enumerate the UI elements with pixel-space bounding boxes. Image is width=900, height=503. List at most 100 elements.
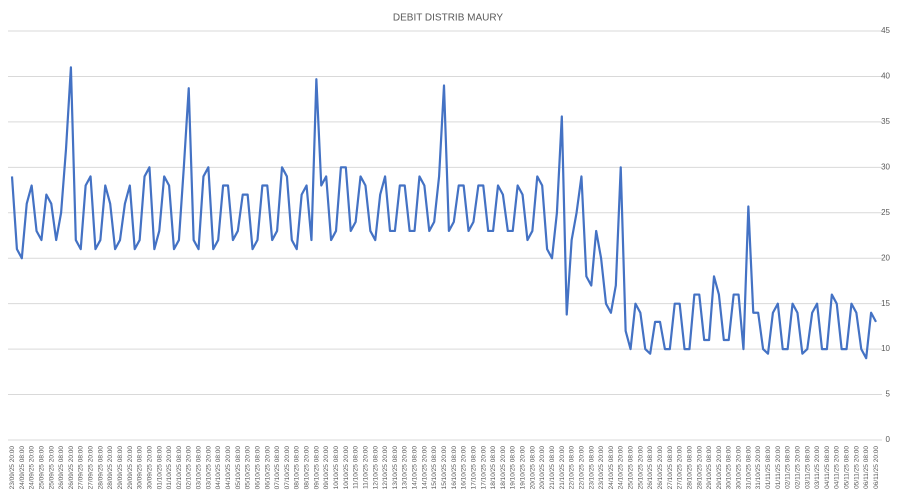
x-tick-label: 26/10/25 08:00	[647, 446, 654, 490]
x-tick-label: 27/09/25 08:00	[78, 446, 85, 490]
x-tick-label: 09/10/25 20:00	[323, 446, 330, 490]
x-tick-label: 15/10/25 20:00	[441, 446, 448, 490]
x-tick-label: 01/10/25 20:00	[166, 446, 173, 490]
x-tick-label: 31/10/25 08:00	[745, 446, 752, 490]
x-tick-label: 14/10/25 08:00	[412, 446, 419, 490]
y-tick-label: 5	[886, 390, 891, 399]
x-tick-label: 17/10/25 08:00	[470, 446, 477, 490]
x-tick-label: 26/10/25 20:00	[657, 446, 664, 490]
x-tick-label: 29/10/25 08:00	[706, 446, 713, 490]
x-tick-label: 03/10/25 08:00	[196, 446, 203, 490]
x-tick-label: 08/10/25 08:00	[294, 446, 301, 490]
x-tick-label: 04/11/25 20:00	[834, 446, 841, 489]
x-tick-label: 18/10/25 20:00	[500, 446, 507, 490]
x-tick-label: 16/10/25 08:00	[451, 446, 458, 490]
x-tick-label: 08/10/25 20:00	[304, 446, 311, 490]
y-tick-label: 25	[881, 208, 890, 217]
x-tick-label: 22/10/25 08:00	[569, 446, 576, 490]
y-tick-label: 30	[881, 162, 890, 171]
x-tick-label: 05/11/25 20:00	[853, 446, 860, 489]
x-tick-label: 29/09/25 08:00	[117, 446, 124, 490]
x-tick-label: 06/11/25 08:00	[863, 446, 870, 489]
x-tick-label: 14/10/25 20:00	[421, 446, 428, 490]
x-tick-label: 07/10/25 20:00	[284, 446, 291, 490]
x-tick-label: 12/10/25 20:00	[382, 446, 389, 490]
x-tick-label: 23/10/25 20:00	[598, 446, 605, 490]
x-tick-label: 30/09/25 08:00	[137, 446, 144, 490]
x-tick-label: 17/10/25 20:00	[480, 446, 487, 490]
y-tick-label: 10	[881, 344, 890, 353]
x-tick-label: 24/10/25 20:00	[618, 446, 625, 490]
x-tick-label: 05/11/25 08:00	[844, 446, 851, 489]
x-tick-label: 28/09/25 08:00	[97, 446, 104, 490]
x-tick-label: 24/10/25 08:00	[608, 446, 615, 490]
y-tick-label: 15	[881, 299, 890, 308]
x-tick-label: 04/10/25 20:00	[225, 446, 232, 490]
x-tick-label: 04/11/25 08:00	[824, 446, 831, 489]
x-tick-label: 02/10/25 08:00	[176, 446, 183, 490]
x-tick-label: 05/10/25 20:00	[245, 446, 252, 490]
x-tick-label: 30/10/25 08:00	[726, 446, 733, 490]
x-tick-label: 28/09/25 20:00	[107, 446, 114, 490]
x-tick-label: 29/09/25 20:00	[127, 446, 134, 490]
x-tick-label: 30/09/25 20:00	[146, 446, 153, 490]
x-tick-label: 03/11/25 08:00	[804, 446, 811, 489]
chart-title: DEBIT DISTRIB MAURY	[393, 13, 504, 24]
x-tick-label: 01/10/25 08:00	[156, 446, 163, 490]
x-tick-label: 06/10/25 20:00	[264, 446, 271, 490]
x-tick-label: 27/10/25 20:00	[677, 446, 684, 490]
x-tick-label: 28/10/25 08:00	[686, 446, 693, 490]
x-tick-label: 25/09/25 20:00	[48, 446, 55, 490]
x-tick-label: 25/09/25 08:00	[38, 446, 45, 490]
x-tick-label: 02/11/25 20:00	[794, 446, 801, 489]
x-tick-label: 31/10/25 20:00	[755, 446, 762, 490]
x-tick-label: 26/09/25 20:00	[68, 446, 75, 490]
data-line	[10, 66, 877, 360]
x-tick-label: 06/11/25 20:00	[873, 446, 880, 489]
x-tick-label: 18/10/25 08:00	[490, 446, 497, 490]
x-tick-label: 11/10/25 20:00	[362, 446, 369, 489]
x-tick-label: 05/10/25 08:00	[235, 446, 242, 490]
x-tick-label: 21/10/25 08:00	[549, 446, 556, 490]
x-tick-label: 27/10/25 08:00	[667, 446, 674, 490]
y-tick-label: 45	[881, 26, 890, 35]
x-tick-label: 29/10/25 20:00	[716, 446, 723, 490]
x-tick-label: 23/10/25 08:00	[588, 446, 595, 490]
x-tick-label: 10/10/25 08:00	[333, 446, 340, 490]
x-tick-label: 27/09/25 20:00	[88, 446, 95, 490]
x-tick-label: 30/10/25 20:00	[736, 446, 743, 490]
x-tick-label: 07/10/25 08:00	[274, 446, 281, 490]
x-tick-label: 03/10/25 20:00	[205, 446, 212, 490]
y-tick-label: 35	[881, 117, 890, 126]
x-tick-label: 10/10/25 20:00	[343, 446, 350, 490]
x-tick-label: 04/10/25 08:00	[215, 446, 222, 490]
x-tick-label: 09/10/25 08:00	[313, 446, 320, 490]
x-tick-label: 01/11/25 08:00	[765, 446, 772, 489]
x-tick-label: 13/10/25 08:00	[392, 446, 399, 490]
x-tick-label: 12/10/25 08:00	[372, 446, 379, 490]
x-tick-label: 03/11/25 20:00	[814, 446, 821, 489]
x-tick-label: 13/10/25 20:00	[402, 446, 409, 490]
x-tick-label: 15/10/25 08:00	[431, 446, 438, 490]
y-tick-label: 0	[886, 435, 891, 444]
x-tick-label: 20/10/25 08:00	[529, 446, 536, 490]
x-tick-label: 02/10/25 20:00	[186, 446, 193, 490]
x-tick-label: 24/09/25 08:00	[19, 446, 26, 490]
x-tick-label: 22/10/25 20:00	[578, 446, 585, 490]
x-tick-label: 26/09/25 08:00	[58, 446, 65, 490]
x-tick-label: 02/11/25 08:00	[785, 446, 792, 489]
x-tick-label: 24/09/25 20:00	[29, 446, 36, 490]
x-tick-label: 06/10/25 08:00	[254, 446, 261, 490]
x-tick-label: 25/10/25 08:00	[628, 446, 635, 490]
x-tick-label: 25/10/25 20:00	[637, 446, 644, 490]
x-tick-label: 28/10/25 20:00	[696, 446, 703, 490]
y-tick-label: 40	[881, 72, 890, 81]
x-tick-label: 23/09/25 20:00	[9, 446, 16, 490]
x-tick-label: 16/10/25 20:00	[461, 446, 468, 490]
x-tick-label: 19/10/25 08:00	[510, 446, 517, 490]
x-tick-label: 11/10/25 08:00	[353, 446, 360, 489]
y-tick-label: 20	[881, 253, 890, 262]
x-tick-label: 19/10/25 20:00	[520, 446, 527, 490]
x-tick-label: 21/10/25 20:00	[559, 446, 566, 490]
